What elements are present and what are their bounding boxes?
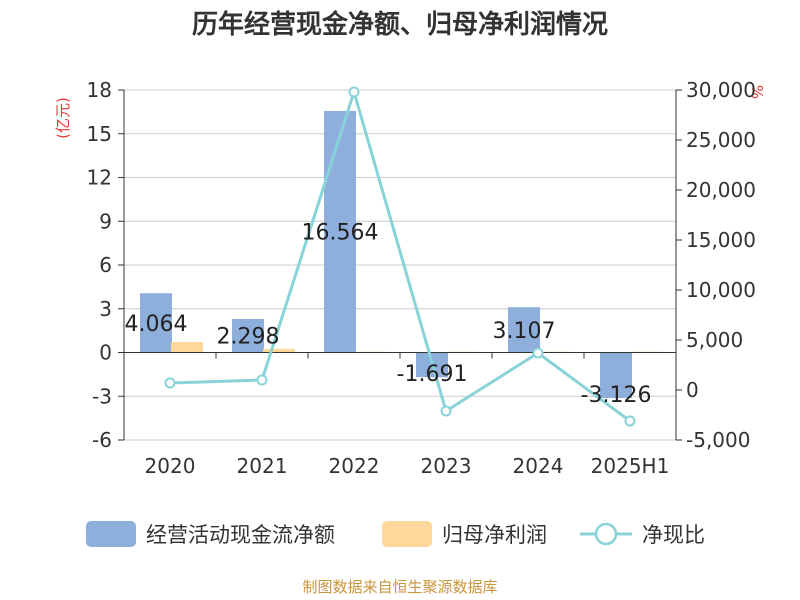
ratio-line bbox=[169, 86, 631, 423]
left-tick-label: -3 bbox=[92, 384, 112, 408]
category-label: 2025H1 bbox=[591, 454, 670, 478]
ratio-point-2022 bbox=[348, 86, 360, 98]
legend-swatch-netprofit bbox=[382, 521, 432, 547]
bar-netprofit-2021 bbox=[263, 348, 295, 353]
data-label: -3.126 bbox=[581, 383, 652, 408]
data-label: 4.064 bbox=[125, 312, 188, 337]
bar-cashflow-2020 bbox=[140, 293, 172, 353]
right-axis-unit: % bbox=[748, 85, 766, 99]
left-tick-label: 0 bbox=[99, 341, 112, 365]
right-tick-label: 5,000 bbox=[686, 328, 743, 352]
legend-label-cashflow: 经营活动现金流净额 bbox=[146, 523, 335, 547]
right-tick-label: 30,000 bbox=[686, 78, 756, 102]
left-tick-label: 15 bbox=[87, 122, 112, 146]
data-label: 16.564 bbox=[302, 221, 379, 246]
chart-title: 历年经营现金净额、归母净利润情况 bbox=[192, 9, 608, 40]
ratio-point-2024 bbox=[532, 347, 544, 359]
left-axis-unit: (亿元) bbox=[54, 97, 72, 139]
right-tick-label: 25,000 bbox=[686, 128, 756, 152]
line-series bbox=[164, 86, 636, 427]
bar-marks bbox=[140, 110, 663, 399]
right-tick-label: 20,000 bbox=[686, 178, 756, 202]
category-label: 2021 bbox=[237, 454, 288, 478]
data-label: 3.107 bbox=[493, 319, 556, 344]
data-label: 2.298 bbox=[217, 325, 280, 350]
legend-label-ratio: 净现比 bbox=[642, 523, 705, 547]
legend-swatch-ratio-marker bbox=[594, 522, 618, 546]
bar-cashflow-2022 bbox=[324, 110, 356, 353]
ratio-point-2023 bbox=[440, 405, 452, 417]
axes: 18 15 12 9 6 3 0 -3 -6 30,000 25,000 20,000 15,000 10… bbox=[87, 78, 756, 478]
bar-netprofit-2020 bbox=[171, 342, 203, 353]
left-tick-label: 12 bbox=[87, 166, 112, 190]
left-tick-label: 6 bbox=[99, 253, 112, 277]
legend: 经营活动现金流净额 归母净利润 净现比 bbox=[86, 521, 705, 547]
grid-lines bbox=[124, 89, 676, 441]
legend-swatch-cashflow bbox=[86, 521, 136, 547]
category-label: 2020 bbox=[145, 454, 196, 478]
bar-cashflow-2024 bbox=[508, 307, 540, 353]
left-tick-label: 9 bbox=[99, 209, 112, 233]
data-labels: 4.064 2.298 16.564 -1.691 3.107 -3.126 bbox=[125, 221, 652, 408]
right-tick-label: 15,000 bbox=[686, 228, 756, 252]
ratio-point-2021 bbox=[256, 374, 268, 386]
legend-label-netprofit: 归母净利润 bbox=[442, 523, 547, 547]
right-tick-label: 0 bbox=[686, 378, 699, 402]
category-label: 2024 bbox=[513, 454, 564, 478]
left-tick-label: 18 bbox=[87, 78, 112, 102]
left-tick-label: -6 bbox=[92, 428, 112, 452]
right-tick-label: -5,000 bbox=[686, 428, 750, 452]
source-note: 制图数据来自恒生聚源数据库 bbox=[302, 578, 497, 596]
category-label: 2022 bbox=[329, 454, 380, 478]
bar-cashflow-2025H1 bbox=[600, 352, 632, 399]
ratio-point-2020 bbox=[164, 377, 176, 389]
bar-cashflow-2021 bbox=[232, 318, 264, 353]
data-label: -1.691 bbox=[397, 362, 468, 387]
category-label: 2023 bbox=[421, 454, 472, 478]
ratio-point-2025H1 bbox=[624, 415, 636, 427]
left-tick-label: 3 bbox=[99, 297, 112, 321]
right-tick-label: 10,000 bbox=[686, 278, 756, 302]
